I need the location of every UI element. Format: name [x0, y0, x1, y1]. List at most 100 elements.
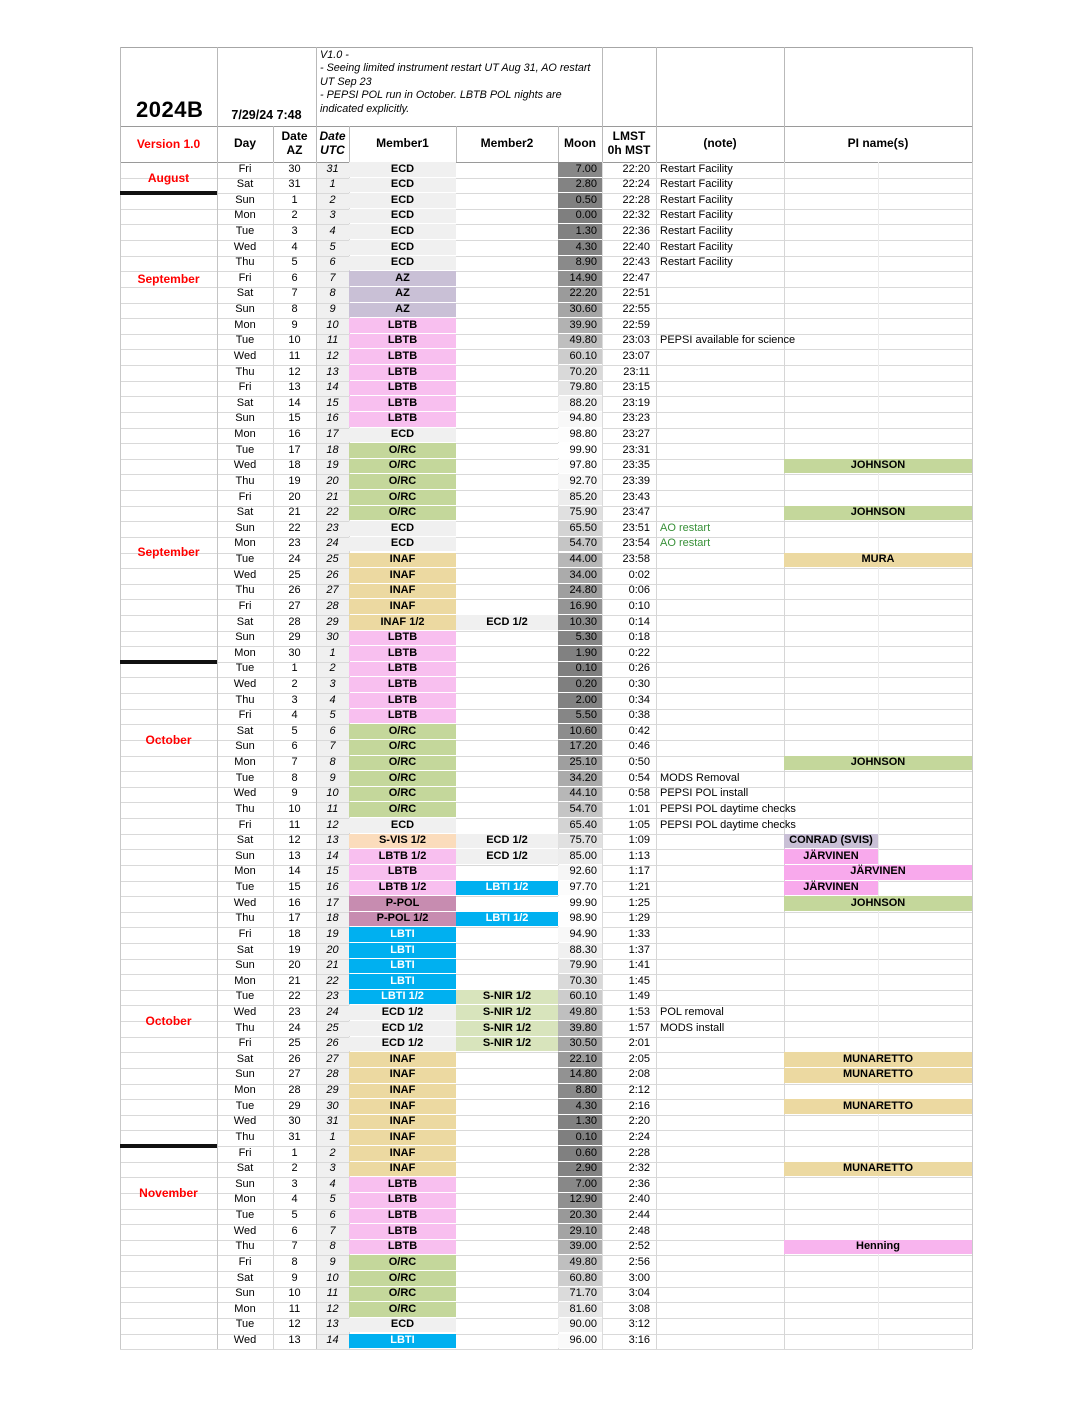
month-label: October — [145, 1014, 192, 1029]
pi-name-cell: JÄRVINEN — [784, 864, 972, 880]
gridline-h — [120, 443, 972, 445]
note-cell: POL removal — [660, 1006, 724, 1018]
lmst-cell: 2:16 — [628, 1099, 650, 1112]
gridline-h — [120, 474, 972, 476]
date-az-cell: 24 — [288, 553, 301, 566]
date-az-cell: 4 — [291, 1193, 298, 1206]
date-utc-cell: 30 — [326, 1099, 339, 1112]
day-cell: Mon — [234, 1302, 256, 1315]
gridline-h — [120, 646, 972, 648]
moon-illumination-cell: 75.90 — [558, 505, 602, 521]
pi-name-cell: JOHNSON — [784, 755, 972, 771]
date-utc-cell: 23 — [326, 990, 339, 1003]
pi-name-cell: JOHNSON — [784, 458, 972, 474]
member2-cell: LBTI 1/2 — [456, 911, 558, 927]
gridline-h — [120, 490, 972, 492]
day-cell: Mon — [234, 756, 256, 769]
moon-illumination-cell: 16.90 — [558, 599, 602, 614]
day-cell: Sat — [236, 178, 254, 191]
member1-cell: LBTI — [349, 927, 456, 942]
moon-illumination-cell: 2.90 — [558, 1161, 602, 1177]
gridline-h — [120, 177, 972, 179]
date-az-cell: 11 — [288, 1302, 301, 1315]
gridline-h — [120, 458, 972, 460]
border-v-head — [316, 126, 317, 162]
date-utc-cell: 13 — [326, 834, 339, 847]
day-cell: Mon — [234, 1084, 256, 1097]
moon-illumination-cell: 85.00 — [558, 849, 602, 864]
day-cell: Sat — [236, 834, 254, 847]
member2-cell: S-NIR 1/2 — [456, 1005, 558, 1021]
lmst-cell: 0:46 — [628, 740, 650, 753]
member1-cell: O/RC — [349, 1302, 456, 1317]
gridline-h — [120, 1052, 972, 1054]
date-az-cell: 3 — [291, 1177, 298, 1190]
moon-illumination-cell: 92.60 — [558, 864, 602, 880]
day-cell: Fri — [238, 709, 252, 722]
lmst-cell: 1:33 — [628, 927, 650, 940]
date-utc-cell: 25 — [326, 553, 339, 566]
date-az-cell: 16 — [288, 896, 301, 909]
day-cell: Thu — [235, 365, 255, 378]
member1-cell: LBTB — [349, 1224, 456, 1239]
gridline-h — [120, 318, 972, 320]
member1-cell: ECD — [349, 255, 456, 271]
member1-cell: INAF — [349, 568, 456, 583]
member1-cell: LBTB — [349, 411, 456, 427]
season-title: 2024B — [136, 97, 204, 122]
moon-illumination-cell: 79.80 — [558, 380, 602, 396]
gridline-h — [120, 1192, 972, 1194]
date-utc-cell: 19 — [326, 459, 339, 472]
date-az-cell: 15 — [288, 412, 301, 425]
gridline-h — [120, 693, 972, 695]
month-separator — [120, 191, 217, 196]
member2-cell: ECD 1/2 — [456, 614, 558, 630]
date-utc-cell: 14 — [326, 849, 339, 862]
date-az-cell: 7 — [291, 287, 298, 300]
member1-cell: LBTI — [349, 958, 456, 974]
gridline-h — [120, 208, 972, 210]
moon-illumination-cell: 88.30 — [558, 943, 602, 958]
lmst-cell: 1:17 — [628, 865, 650, 878]
date-az-cell: 4 — [291, 240, 298, 253]
lmst-cell: 2:05 — [628, 1052, 650, 1065]
lmst-cell: 22:20 — [622, 162, 650, 175]
gridline-h — [120, 380, 972, 382]
day-cell: Sun — [235, 1068, 255, 1081]
moon-illumination-cell: 44.00 — [558, 552, 602, 568]
day-cell: Fri — [238, 927, 252, 940]
day-cell: Wed — [233, 240, 257, 253]
moon-illumination-cell: 90.00 — [558, 1317, 602, 1333]
gridline-h — [120, 1099, 972, 1101]
date-utc-cell: 31 — [326, 162, 339, 175]
day-cell: Fri — [238, 1255, 252, 1268]
date-utc-cell: 1 — [329, 1130, 336, 1143]
date-az-cell: 8 — [291, 1255, 298, 1268]
member1-cell: LBTB — [349, 693, 456, 708]
lmst-cell: 23:47 — [622, 506, 650, 519]
day-cell: Tue — [235, 771, 255, 784]
date-utc-cell: 5 — [329, 1193, 336, 1206]
member1-cell: ECD — [349, 818, 456, 833]
date-az-cell: 23 — [288, 537, 301, 550]
date-az-cell: 21 — [288, 974, 301, 987]
lmst-cell: 2:32 — [628, 1162, 650, 1175]
pi-name-cell: JÄRVINEN — [784, 880, 878, 896]
day-cell: Sat — [236, 506, 254, 519]
date-az-cell: 12 — [288, 834, 301, 847]
lmst-cell: 22:47 — [622, 271, 650, 284]
note-cell: AO restart — [660, 537, 711, 550]
date-utc-cell: 12 — [326, 1302, 339, 1315]
lmst-cell: 1:09 — [628, 834, 650, 847]
date-az-cell: 25 — [288, 1037, 301, 1050]
date-az-cell: 6 — [291, 740, 298, 753]
pi-name-cell: Henning — [784, 1239, 972, 1255]
date-utc-cell: 26 — [326, 1037, 339, 1050]
date-az-cell: 12 — [288, 365, 301, 378]
date-utc-cell: 13 — [326, 365, 339, 378]
date-az-cell: 18 — [288, 927, 301, 940]
version-notes: V1.0 - - Seeing limited instrument resta… — [320, 49, 591, 115]
member1-cell: INAF — [349, 1052, 456, 1067]
month-label: September — [137, 272, 200, 287]
date-utc-cell: 6 — [329, 1209, 336, 1222]
